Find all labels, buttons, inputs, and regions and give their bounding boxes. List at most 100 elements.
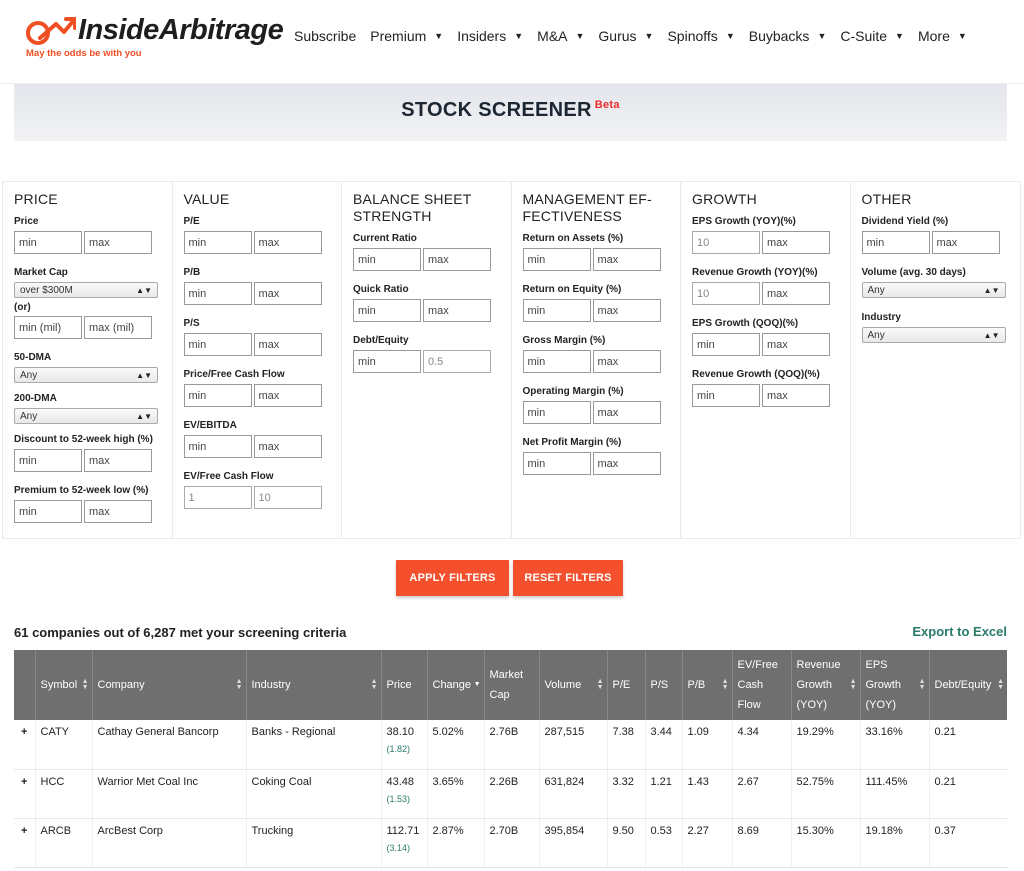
rev-yoy-max-input[interactable]: max [762,282,830,305]
symbol-link[interactable]: HCC [34,769,92,819]
net-margin-max-input[interactable]: max [592,452,661,475]
symbol-link[interactable]: CATY [34,720,92,770]
nav-spinoffs[interactable]: Spinoffs ▼ [667,28,735,44]
sort-icon: ▲ ▼ [997,678,1004,691]
pfcf-max-input[interactable]: max [253,384,322,407]
nav-buybacks[interactable]: Buybacks ▼ [748,28,827,44]
beta-badge: Beta [594,99,620,112]
pe-min-input[interactable]: min [183,231,252,254]
operating-margin-max-input[interactable]: max [592,401,661,424]
operating-margin-min-input[interactable]: min [522,401,591,424]
rev-qoq-min-input[interactable]: min [692,384,760,407]
roe-min-input[interactable]: min [522,299,591,322]
pfcf-min-input[interactable]: min [183,384,252,407]
eps-qoq-min-input[interactable]: min [692,333,760,356]
header-revenue-growth[interactable]: Revenue Growth (YOY) ▲ ▼ [790,650,860,720]
roa-max-input[interactable]: max [592,248,661,271]
expand-row-button[interactable]: + [14,769,35,819]
eps-qoq-max-input[interactable]: max [762,333,830,356]
header-company[interactable]: Company ▲ ▼ [91,650,246,720]
market-cap-select[interactable]: over $300M ▲▼ [14,282,158,298]
export-to-excel-link[interactable]: Export to Excel [912,624,1007,639]
nav-subscribe[interactable]: Subscribe [294,28,357,44]
mcap-cell: 2.76B [483,720,539,770]
ev-ebitda-max-input[interactable]: max [253,435,322,458]
nav-gurus[interactable]: Gurus ▼ [598,28,654,44]
industry-select[interactable]: Any ▲▼ [861,327,1006,343]
nav-mna[interactable]: M&A ▼ [537,28,585,44]
premium-min-input[interactable]: min [14,500,82,523]
nav-csuite[interactable]: C-Suite ▼ [840,28,904,44]
ev-fcf-max-input[interactable]: 10 [253,486,322,509]
header-market-cap[interactable]: Market Cap [483,650,539,720]
discount-min-input[interactable]: min [14,449,82,472]
header-change[interactable]: Change ▼ [426,650,484,720]
header-volume[interactable]: Volume ▲ ▼ [538,650,607,720]
ps-cell: 3.44 [644,720,682,770]
roa-min-input[interactable]: min [522,248,591,271]
premium-max-input[interactable]: max [84,500,152,523]
quick-ratio-max-input[interactable]: max [423,299,491,322]
dividend-min-input[interactable]: min [861,231,930,254]
symbol-link[interactable]: ARCB [34,818,92,868]
debt-equity-min-input[interactable]: min [353,350,421,373]
rev-qoq-max-input[interactable]: max [762,384,830,407]
rev-yoy-min-input[interactable]: 10 [692,282,760,305]
dividend-max-input[interactable]: max [931,231,1000,254]
pb-min-input[interactable]: min [183,282,252,305]
roe-max-input[interactable]: max [592,299,661,322]
expand-row-button[interactable]: + [14,720,35,770]
header-debt-equity[interactable]: Debt/Equity ▲ ▼ [928,650,1007,720]
sort-icon: ▲ ▼ [81,678,89,691]
price-min-input[interactable]: min [14,231,82,254]
ev-fcf-min-input[interactable]: 1 [183,486,252,509]
nav-more[interactable]: More ▼ [917,28,967,44]
eps-yoy-min-input[interactable]: 10 [692,231,760,254]
company-cell: Cathay General Bancorp [91,720,246,770]
quick-ratio-min-input[interactable]: min [353,299,421,322]
pb-max-input[interactable]: max [253,282,322,305]
price-cell: 43.48 (1.53) [380,769,427,819]
pb-cell: 1.43 [681,769,732,819]
pe-max-input[interactable]: max [253,231,322,254]
industry-cell: Coking Coal [245,769,381,819]
expand-row-button[interactable]: + [14,818,35,868]
current-ratio-min-input[interactable]: min [353,248,421,271]
site-logo[interactable]: InsideArbitrage May the odds be with you [26,14,286,64]
header-pb[interactable]: P/B ▲ ▼ [681,650,732,720]
eps-yoy-max-input[interactable]: max [762,231,830,254]
nav-premium[interactable]: Premium ▼ [370,28,444,44]
volume-select[interactable]: Any ▲▼ [861,282,1006,298]
mcap-max-input[interactable]: max (mil) [84,316,152,339]
logo-text: InsideArbitrage [78,14,284,46]
net-margin-min-input[interactable]: min [522,452,591,475]
header-symbol[interactable]: Symbol ▲ ▼ [34,650,92,720]
header-pe[interactable]: P/E [606,650,645,720]
header-ps[interactable]: P/S [644,650,682,720]
gross-margin-max-input[interactable]: max [592,350,661,373]
dma200-select[interactable]: Any ▲▼ [14,408,158,424]
discount-max-input[interactable]: max [84,449,152,472]
debt-equity-max-input[interactable]: 0.5 [423,350,491,373]
reset-filters-button[interactable]: RESET FILTERS [513,560,623,596]
rev-growth-cell: 19.29% [790,720,860,770]
current-ratio-max-input[interactable]: max [423,248,491,271]
ps-min-input[interactable]: min [183,333,252,356]
dma50-select[interactable]: Any ▲▼ [14,367,158,383]
sort-icon: ▲ ▼ [721,678,729,691]
header-price[interactable]: Price [380,650,427,720]
apply-filters-button[interactable]: APPLY FILTERS [396,560,509,596]
nav-insiders[interactable]: Insiders ▼ [457,28,524,44]
gross-margin-min-input[interactable]: min [522,350,591,373]
ps-max-input[interactable]: max [253,333,322,356]
volume-cell: 287,515 [538,720,607,770]
price-max-input[interactable]: max [84,231,152,254]
group-title: OTHER [861,191,912,207]
ev-ebitda-min-input[interactable]: min [183,435,252,458]
mcap-min-input[interactable]: min (mil) [14,316,82,339]
header-eps-growth[interactable]: EPS Growth (YOY) ▲ ▼ [859,650,929,720]
header-ev-fcf[interactable]: EV/Free Cash Flow [731,650,791,720]
group-title: GROWTH [692,191,757,207]
header-industry[interactable]: Industry ▲ ▼ [245,650,381,720]
debt-equity-cell: 0.21 [928,720,1007,770]
